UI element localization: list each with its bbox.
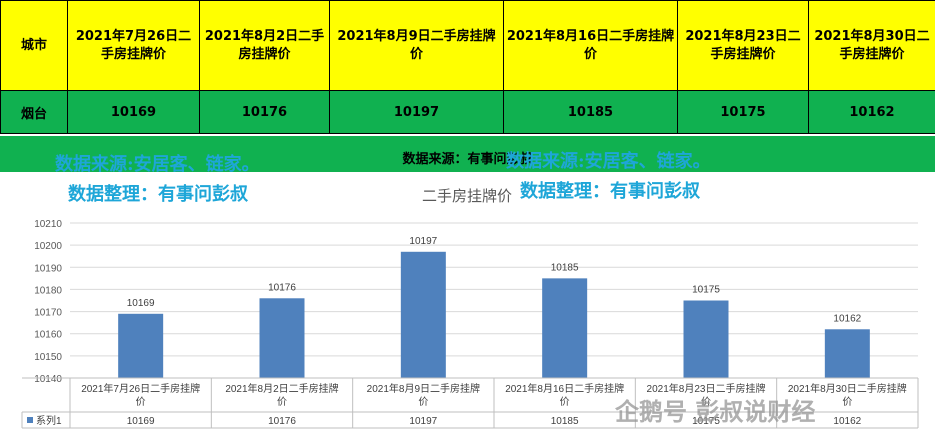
header-city: 城市 <box>0 0 68 91</box>
header-date: 2021年8月30日二手房挂牌价 <box>808 0 935 91</box>
y-tick-label: 10160 <box>34 330 62 341</box>
source-band: 数据来源：有事问彭叔 <box>0 136 935 172</box>
value-cell: 10176 <box>199 90 330 134</box>
y-tick-label: 10150 <box>34 352 62 363</box>
data-label: 10197 <box>409 236 437 247</box>
bar <box>400 251 446 378</box>
bar-chart: 二手房挂牌价 10140 10150 10160 10170 10180 10190 1020… <box>21 188 919 429</box>
data-label: 10175 <box>692 285 720 296</box>
data-label: 10162 <box>833 313 861 324</box>
watermark-compiler-left: 数据整理：有事问彭叔 <box>68 184 248 205</box>
header-date: 2021年8月2日二手房挂牌价 <box>199 0 330 91</box>
city-cell: 烟台 <box>0 90 68 134</box>
y-tick-label: 10200 <box>34 241 62 252</box>
bar <box>542 278 588 378</box>
value-cell: 10185 <box>503 90 678 134</box>
x-category-label: 2021年8月30日二手房挂牌价 <box>788 382 907 408</box>
y-tick-label: 10180 <box>34 285 62 296</box>
x-category-label: 2021年7月26日二手房挂牌价 <box>81 382 200 408</box>
header-date: 2021年8月23日二手房挂牌价 <box>677 0 809 91</box>
watermark-source-right: 数据来源:安居客、链家。 <box>506 151 711 172</box>
table-value: 10162 <box>833 416 861 427</box>
table-value: 10175 <box>692 416 720 427</box>
table-header-row: 城市 2021年7月26日二手房挂牌价 2021年8月2日二手房挂牌价 2021… <box>0 0 935 91</box>
price-table: 城市 2021年7月26日二手房挂牌价 2021年8月2日二手房挂牌价 2021… <box>0 0 935 134</box>
y-tick-label: 10140 <box>34 374 62 385</box>
value-cell: 10169 <box>67 90 200 134</box>
x-category-label: 2021年8月16日二手房挂牌价 <box>505 382 624 408</box>
header-date: 2021年8月16日二手房挂牌价 <box>503 0 678 91</box>
table-row: 烟台 10169 10176 10197 10185 10175 10162 <box>0 90 935 134</box>
table-value: 10185 <box>551 416 579 427</box>
watermark-source-left: 数据来源:安居客、链家。 <box>55 154 260 175</box>
legend-label: 系列1 <box>36 414 62 427</box>
header-date: 2021年7月26日二手房挂牌价 <box>67 0 200 91</box>
value-cell: 10162 <box>808 90 935 134</box>
value-cell: 10197 <box>329 90 504 134</box>
data-label: 10169 <box>127 298 155 309</box>
band-source-text: 数据来源：有事问彭叔 <box>402 152 533 167</box>
x-category-label: 2021年8月23日二手房挂牌价 <box>647 382 766 408</box>
y-tick-label: 10210 <box>34 219 62 230</box>
x-category-label: 2021年8月2日二手房挂牌价 <box>225 382 338 408</box>
table-value: 10176 <box>268 416 296 427</box>
table-value: 10169 <box>127 416 155 427</box>
chart-title: 二手房挂牌价 <box>422 188 512 205</box>
legend-key <box>27 417 33 423</box>
data-label: 10176 <box>268 282 296 293</box>
y-tick-label: 10190 <box>34 263 62 274</box>
data-label: 10185 <box>551 262 579 273</box>
footer-watermark: 企鹅号 彭叔说财经 <box>615 398 816 426</box>
bar <box>824 329 870 378</box>
y-tick-label: 10170 <box>34 308 62 319</box>
x-category-label: 2021年8月9日二手房挂牌价 <box>367 382 480 408</box>
bar <box>259 298 305 378</box>
bar <box>118 313 164 378</box>
table-value: 10197 <box>409 416 437 427</box>
watermark-compiler-right: 数据整理：有事问彭叔 <box>520 181 700 202</box>
header-date: 2021年8月9日二手房挂牌价 <box>329 0 504 91</box>
bar <box>683 300 729 378</box>
value-cell: 10175 <box>677 90 809 134</box>
